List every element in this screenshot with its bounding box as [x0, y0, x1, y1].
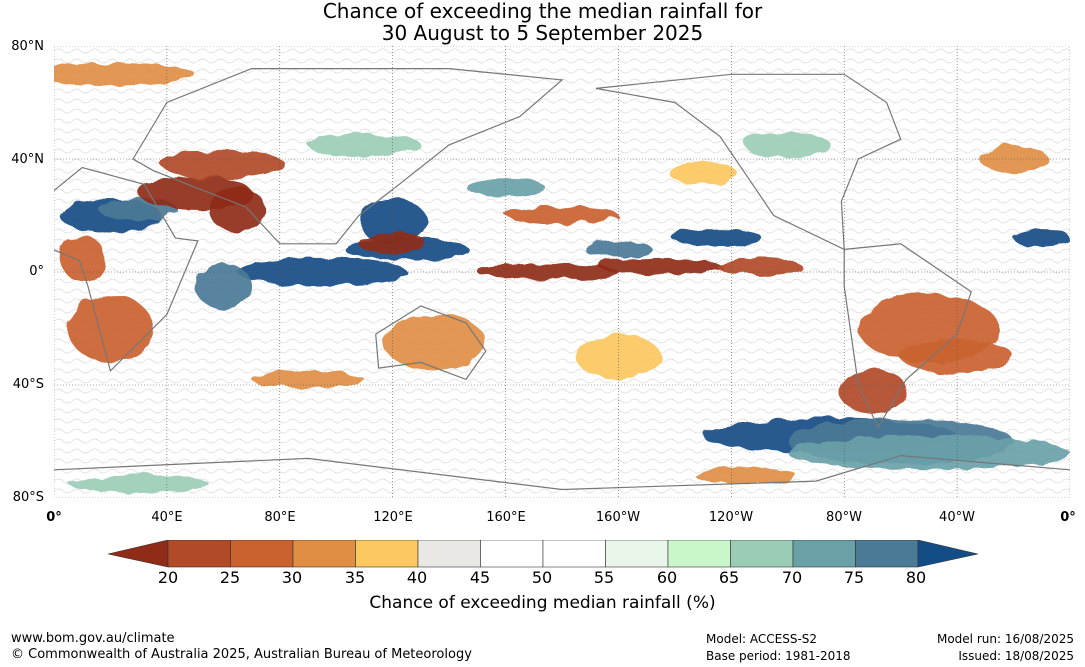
lon-label-160e: 160°E [486, 510, 526, 525]
rainfall-anomaly-area [584, 240, 653, 258]
rainfall-anomaly-area [195, 263, 252, 309]
lon-label-160w: 160°W [595, 510, 641, 525]
colorbar-cell [667, 540, 731, 568]
rainfall-anomaly-area [787, 435, 1070, 470]
colorbar-cell [855, 540, 919, 568]
lon-label-40w: 40°W [939, 510, 975, 525]
rainfall-anomaly-area [1013, 229, 1070, 247]
colorbar-cell [792, 540, 856, 568]
rainfall-anomaly-area [358, 198, 427, 244]
colorbar-tick: 20 [157, 568, 179, 587]
lon-label-80w: 80°W [826, 510, 862, 525]
lat-label-40s: 40°S [12, 377, 44, 392]
colorbar-tick: 60 [656, 568, 678, 587]
rainfall-map-canvas [54, 46, 1070, 498]
lon-label-120e: 120°E [373, 510, 413, 525]
rainfall-anomaly-area [979, 144, 1048, 174]
colorbar-tick: 45 [469, 568, 491, 587]
rainfall-anomaly-area [68, 475, 210, 493]
rainfall-anomaly-area [838, 368, 907, 414]
rainfall-anomaly-area [900, 339, 1014, 374]
rainfall-anomaly-area [669, 161, 737, 185]
rainfall-anomaly-area [477, 263, 619, 281]
lon-label-0-end: 0° [1060, 510, 1076, 525]
colorbar-tick: 40 [406, 568, 428, 587]
colorbar-tick: 55 [593, 568, 615, 587]
colorbar-cell [417, 540, 481, 568]
colorbar-label: Chance of exceeding median rainfall (%) [369, 593, 716, 613]
copyright-text: © Commonwealth of Australia 2025, Austra… [11, 647, 472, 662]
coastline [132, 68, 564, 245]
colorbar-cell [542, 540, 606, 568]
colorbar-cell [355, 540, 419, 568]
lon-label-0: 0° [46, 510, 62, 525]
colorbar-cell [230, 540, 294, 568]
footer-dates: Model run: 16/08/2025 Issued: 18/08/2025 [937, 631, 1074, 665]
rainfall-anomaly-area [717, 257, 802, 275]
rainfall-anomaly-area [54, 62, 196, 86]
footer-left: www.bom.gov.au/climate © Commonwealth of… [11, 631, 472, 663]
colorbar-tick: 80 [905, 568, 927, 587]
lat-label-equator: 0° [29, 264, 44, 279]
rainfall-anomaly-area [59, 235, 105, 281]
rainfall-map [54, 46, 1070, 498]
colorbar-tick: 25 [219, 568, 241, 587]
coastline [54, 166, 199, 373]
colorbar-low-extend [108, 540, 169, 568]
colorbar-cell [605, 540, 669, 568]
title-line-1: Chance of exceeding the median rainfall … [322, 0, 763, 23]
model-run-text: Model run: 16/08/2025 [936, 632, 1074, 646]
footer-model-info: Model: ACCESS-S2 Base period: 1981-2018 [706, 631, 851, 665]
colorbar-cell [730, 540, 794, 568]
lat-label-80n: 80°N [11, 39, 44, 54]
colorbar-high-extend [917, 540, 978, 568]
rainfall-anomaly-area [672, 229, 763, 247]
coastline [595, 73, 902, 251]
colorbar-tick: 30 [281, 568, 303, 587]
model-text: Model: ACCESS-S2 [706, 632, 818, 646]
colorbar-tick: 35 [344, 568, 366, 587]
lat-label-80s: 80°S [12, 490, 44, 505]
colorbar [108, 540, 978, 568]
rainfall-anomaly-area [505, 207, 619, 224]
colorbar-tick: 70 [781, 568, 803, 587]
colorbar-cell [292, 540, 356, 568]
lon-label-80e: 80°E [264, 510, 296, 525]
rainfall-anomaly-area [308, 133, 421, 157]
rainfall-anomaly-area [745, 130, 831, 159]
bom-url-link[interactable]: www.bom.gov.au/climate [11, 631, 175, 646]
colorbar-cell [480, 540, 544, 568]
rainfall-anomaly-area [161, 150, 286, 179]
rainfall-anomaly-area [68, 294, 153, 363]
rainfall-anomaly-area [209, 187, 266, 233]
colorbar-tick: 75 [843, 568, 865, 587]
rainfall-anomaly-area [384, 314, 486, 371]
map-title: Chance of exceeding the median rainfall … [0, 0, 1085, 44]
rainfall-anomaly-area [694, 466, 797, 484]
colorbar-tick: 50 [531, 568, 553, 587]
rainfall-anomaly-area [598, 257, 723, 275]
colorbar-tick: 65 [718, 568, 740, 587]
issued-text: Issued: 18/08/2025 [958, 649, 1074, 663]
colorbar-cell [167, 540, 231, 568]
base-period-text: Base period: 1981-2018 [706, 649, 851, 663]
coastline [843, 243, 972, 429]
rainfall-anomaly-area [576, 334, 661, 380]
lon-label-40e: 40°E [151, 510, 183, 525]
coastline [54, 454, 1070, 491]
rainfall-anomaly-area [358, 232, 427, 256]
rainfall-anomaly-area [251, 370, 365, 388]
coastline [375, 305, 487, 381]
title-line-2: 30 August to 5 September 2025 [381, 21, 704, 45]
rainfall-anomaly-area [237, 257, 407, 287]
lon-label-120w: 120°W [708, 510, 754, 525]
lat-label-40n: 40°N [11, 152, 44, 167]
